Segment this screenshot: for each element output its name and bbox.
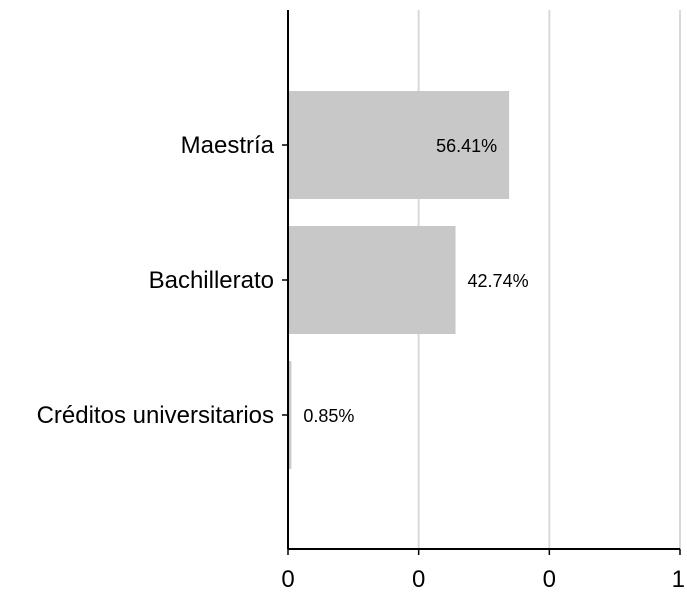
bar	[288, 91, 510, 199]
bar	[288, 361, 292, 469]
x-tick-label: 1	[672, 566, 685, 592]
category-label: Maestría	[181, 132, 275, 159]
category-label: Bachillerato	[149, 267, 274, 294]
x-tick-label: 0	[281, 566, 294, 592]
axes	[282, 10, 681, 555]
labels: 0 0 0 1 Maestría 56.41% Bachillerato 42.74% Créd…	[37, 132, 685, 592]
x-tick-label: 0	[543, 566, 556, 592]
x-tick-label: 0	[412, 566, 425, 592]
bars	[288, 91, 510, 469]
category-label: Créditos universitarios	[37, 402, 274, 429]
bar	[288, 226, 456, 334]
data-label: 42.74%	[468, 271, 529, 291]
grid-lines	[417, 10, 681, 549]
data-label: 0.85%	[303, 406, 354, 426]
data-label: 56.41%	[436, 136, 497, 156]
